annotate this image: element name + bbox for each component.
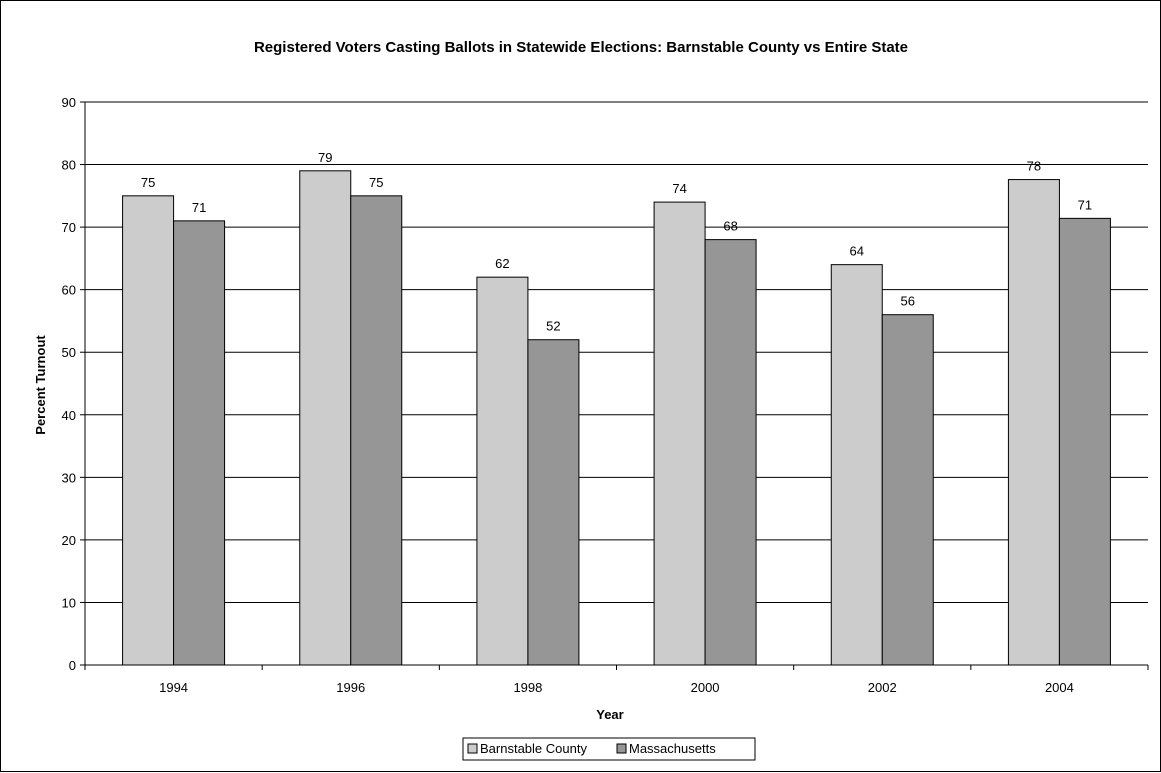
chart-title: Registered Voters Casting Ballots in Sta… [254, 39, 908, 56]
data-label: 62 [495, 256, 509, 271]
data-label: 74 [672, 181, 686, 196]
legend: Barnstable County Massachusetts [462, 737, 756, 761]
legend-box [462, 737, 756, 761]
legend-swatch-massachusetts [616, 743, 627, 754]
bar-massachusetts-2004 [1058, 217, 1111, 666]
x-tick-label: 2004 [1045, 680, 1074, 695]
bar-barnstable-1996 [299, 170, 352, 666]
data-label: 71 [192, 200, 206, 215]
y-tick-label: 20 [62, 533, 76, 548]
x-axis-title: Year [596, 707, 623, 722]
data-label: 64 [850, 244, 864, 259]
x-tick-label: 1996 [336, 680, 365, 695]
legend-label-massachusetts: Massachusetts [629, 741, 716, 756]
legend-swatch-barnstable [467, 743, 478, 754]
bar-massachusetts-1994 [173, 220, 226, 666]
x-tick-label: 1994 [159, 680, 188, 695]
gridlines [85, 101, 1148, 603]
y-tick-label: 10 [62, 595, 76, 610]
bar-barnstable-1994 [122, 195, 175, 666]
bar-massachusetts-2000 [704, 239, 757, 666]
legend-label-barnstable: Barnstable County [480, 741, 587, 756]
bar-massachusetts-2002 [881, 314, 934, 666]
y-tick-label: 70 [62, 220, 76, 235]
data-label: 75 [369, 175, 383, 190]
data-label: 56 [901, 294, 915, 309]
bar-massachusetts-1996 [350, 195, 403, 666]
bar-barnstable-1998 [476, 276, 529, 666]
data-label: 68 [723, 219, 737, 234]
bars [122, 170, 1111, 666]
y-tick-label: 30 [62, 470, 76, 485]
y-tick-label: 50 [62, 345, 76, 360]
y-axis-title: Percent Turnout [33, 335, 48, 435]
data-label: 78 [1027, 159, 1041, 174]
y-tick-label: 60 [62, 283, 76, 298]
axes: 0 10 20 30 40 50 60 70 80 90 1994 1996 1998 2000 2002 2… [62, 95, 1149, 695]
data-label: 52 [546, 319, 560, 334]
y-tick-label: 90 [62, 95, 76, 110]
x-tick-label: 2000 [691, 680, 720, 695]
y-tick-label: 0 [69, 658, 76, 673]
bar-barnstable-2000 [653, 201, 706, 666]
data-label: 79 [318, 150, 332, 165]
data-label: 75 [141, 175, 155, 190]
bar-barnstable-2002 [830, 264, 883, 666]
bar-massachusetts-1998 [527, 339, 580, 666]
data-labels: 75 71 79 75 62 52 74 68 64 56 78 71 [141, 150, 1092, 334]
x-tick-label: 2002 [868, 680, 897, 695]
x-tick-label: 1998 [513, 680, 542, 695]
y-tick-label: 40 [62, 408, 76, 423]
y-tick-label: 80 [62, 158, 76, 173]
data-label: 71 [1078, 197, 1092, 212]
bar-barnstable-2004 [1007, 179, 1060, 666]
